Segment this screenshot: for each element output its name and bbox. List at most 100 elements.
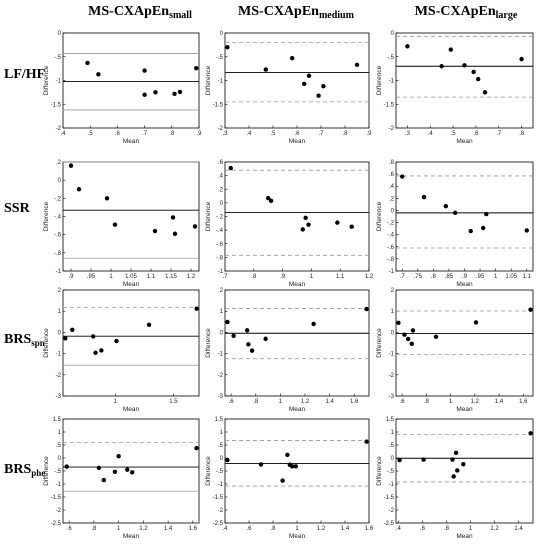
data-point [146, 322, 152, 327]
x-tick-label: 1.4 [325, 399, 334, 405]
row-label: SSR [4, 201, 31, 216]
y-tick-label: -2 [218, 373, 224, 379]
y-tick-label: 0 [220, 201, 224, 207]
data-point [433, 334, 439, 340]
x-tick-label: 1 [109, 274, 113, 280]
y-tick-label: 1 [391, 430, 395, 436]
data-point [263, 336, 268, 341]
data-point [450, 457, 455, 462]
x-tick-label: .4 [222, 526, 228, 532]
y-tick-label: -2.5 [51, 521, 62, 527]
y-axis-label: Difference [205, 65, 212, 95]
x-tick-label: .6 [400, 399, 406, 405]
y-axis-label: Difference [43, 328, 50, 358]
y-tick-label: -2 [56, 373, 62, 379]
bland-altman-panel: .6 .8 1 1.2 1.4 1.6 -3 -2 -1 0 1 2 Mean Difference [205, 288, 370, 413]
data-point [421, 194, 427, 200]
data-point [364, 306, 369, 312]
x-tick-label: .8 [251, 274, 257, 280]
x-tick-label: 1 [117, 526, 121, 532]
data-point [306, 73, 312, 78]
y-tick-label: -1 [56, 269, 62, 275]
data-point [228, 165, 233, 171]
plot-frame [224, 289, 370, 397]
x-tick-label: 1.4 [341, 526, 350, 532]
data-point [246, 342, 251, 347]
data-point [349, 224, 354, 229]
data-point [194, 306, 199, 311]
y-tick-label: 1 [58, 430, 62, 436]
y-tick-label: .4 [218, 174, 224, 180]
y-tick-label: -.6 [54, 233, 62, 239]
y-tick-label: -.4 [54, 215, 62, 221]
column-title: MS-CXApEnmedium [238, 4, 355, 21]
x-tick-label: 1.5 [169, 399, 178, 405]
x-tick-label: .7 [496, 131, 502, 137]
x-tick-label: 1.2 [365, 274, 374, 280]
data-point [300, 227, 305, 232]
y-tick-label: 0 [220, 330, 224, 336]
x-tick-label: 1.2 [471, 399, 480, 405]
x-tick-label: .6 [473, 131, 479, 137]
x-axis-label: Mean [456, 138, 473, 145]
data-point [306, 222, 311, 227]
x-axis-label: Mean [123, 406, 140, 413]
data-point [280, 478, 285, 483]
row-label: BRSphe [4, 462, 45, 478]
data-point [249, 348, 255, 353]
y-axis-label: Difference [43, 65, 50, 95]
x-tick-label: .95 [87, 274, 96, 280]
data-point [104, 196, 110, 201]
data-point [266, 195, 271, 201]
y-tick-label: 0 [58, 31, 62, 37]
x-axis-label: Mean [456, 406, 473, 413]
y-tick-label: -1 [218, 482, 224, 488]
x-tick-label: .4 [60, 131, 66, 137]
plot-frame [62, 32, 200, 129]
data-point [142, 92, 147, 97]
x-axis-label: Mean [289, 138, 306, 145]
x-tick-label: .7 [142, 131, 148, 137]
x-tick-label: 1 [449, 399, 453, 405]
x-tick-label: .6 [229, 399, 235, 405]
data-point [524, 228, 529, 233]
data-point [112, 469, 118, 474]
bland-altman-panel: .7 .75 .8 .85 .9 .95 1 1.05 1.1 -1 -.8 -.6 -.4 -.2 0 .2… [376, 160, 534, 288]
y-tick-label: -2 [56, 508, 62, 514]
data-point [290, 464, 295, 469]
plot-frame [395, 161, 534, 272]
data-point [482, 90, 488, 95]
x-tick-label: .8 [253, 399, 259, 405]
bland-altman-panel: .9 .95 1 1.05 1.1 1.15 1.2 -1 -.8 -.6 -.4 -.2 0 .2 Mea… [43, 160, 200, 288]
plot-frame [395, 32, 534, 129]
data-point [461, 462, 466, 467]
y-axis-label: Difference [43, 201, 50, 231]
x-tick-label: .85 [445, 274, 454, 280]
y-tick-label: 0 [220, 31, 224, 37]
x-tick-label: 1.1 [336, 274, 345, 280]
x-tick-label: .7 [318, 131, 324, 137]
x-tick-label: 1.6 [365, 526, 374, 532]
y-tick-label: -1 [56, 352, 62, 358]
bland-altman-panel: .4 .5 .6 .7 .8 .9 -2 -1.5 -1 -.5 0 Mean Difference [43, 31, 202, 145]
y-axis-label: Difference [205, 456, 212, 486]
bland-altman-panel: .6 .8 1 1.2 1.4 1.6 -2.5 -2 -1.5 -1 -.5 0 .5 1 1.5 Mean… [43, 417, 200, 540]
y-tick-label: -.4 [387, 233, 395, 239]
x-tick-label: 1.4 [495, 399, 504, 405]
x-tick-label: 1.2 [187, 274, 196, 280]
y-axis-label: Difference [376, 328, 383, 358]
data-point [468, 228, 473, 234]
y-tick-label: -.2 [54, 196, 62, 202]
data-point [93, 350, 98, 355]
y-tick-label: -1 [389, 352, 395, 358]
y-tick-label: -1 [218, 79, 224, 85]
data-point [293, 464, 298, 469]
data-point [405, 336, 411, 342]
x-axis-label: Mean [123, 533, 140, 540]
data-point [476, 76, 481, 82]
data-point [480, 225, 486, 231]
x-tick-label: 1.05 [125, 274, 137, 280]
x-tick-label: 1 [295, 526, 299, 532]
data-point [172, 91, 177, 97]
data-point [130, 470, 135, 475]
